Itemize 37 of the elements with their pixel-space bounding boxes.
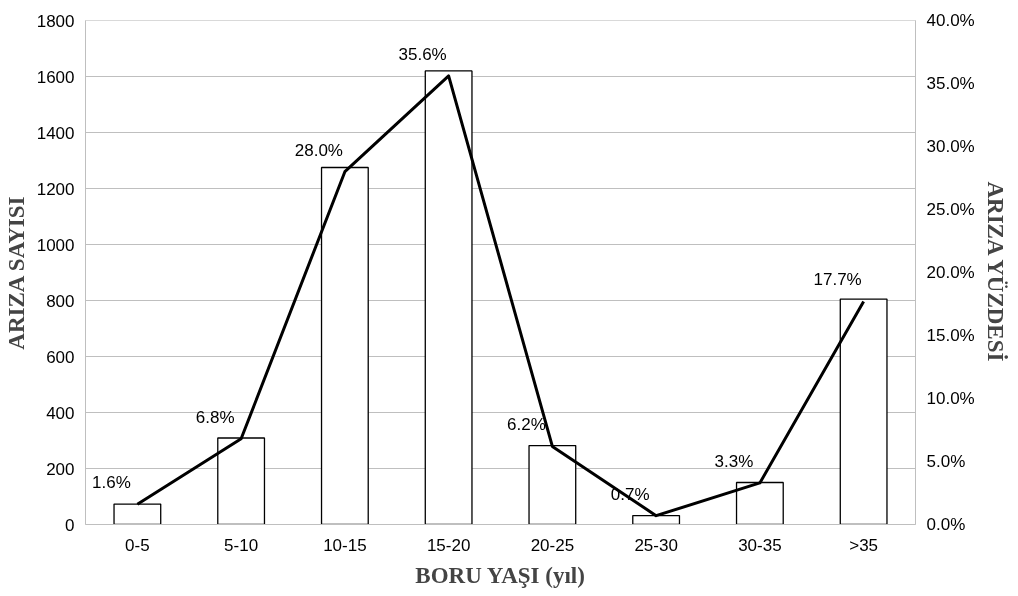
y-tick-label: 0 [65, 515, 75, 535]
x-tick-label: 10-15 [323, 535, 367, 555]
y2-tick-label: 15.0% [926, 326, 975, 345]
y2-tick-label: 0.0% [926, 515, 966, 534]
y2-tick-label: 25.0% [926, 200, 975, 219]
y-tick-label: 800 [46, 291, 75, 311]
y-tick-label: 400 [46, 403, 75, 423]
x-tick-label: 5-10 [224, 535, 259, 555]
y-tick-label: 1600 [36, 67, 75, 87]
x-tick-label: 20-25 [530, 535, 575, 555]
x-tick-label: 0-5 [125, 535, 150, 555]
y2-tick-label: 40.0% [926, 11, 975, 30]
data-label: 3.3% [714, 451, 754, 471]
y2-tick-label: 30.0% [926, 137, 975, 156]
y-tick-label: 1200 [36, 179, 75, 199]
data-label: 35.6% [398, 44, 447, 64]
y-tick-label: 1000 [36, 235, 75, 255]
data-label: 17.7% [813, 270, 862, 290]
data-label: 6.8% [195, 407, 235, 427]
y-tick-label: 1400 [36, 123, 75, 143]
y-tick-label: 1800 [36, 11, 75, 31]
x-tick-label: 30-35 [738, 535, 782, 555]
y2-tick-label: 20.0% [926, 263, 975, 282]
y2-tick-label: 35.0% [926, 74, 975, 93]
data-label: 6.2% [507, 415, 546, 435]
x-tick-label: 25-30 [634, 535, 678, 555]
y2-tick-label: 10.0% [926, 389, 975, 408]
x-tick-label: 15-20 [426, 535, 471, 555]
data-label: 1.6% [92, 473, 131, 493]
y-tick-label: 600 [46, 347, 75, 367]
x-axis-title: BORU YAŞI (yıl) [415, 562, 585, 588]
y2-tick-label: 5.0% [926, 452, 966, 471]
data-label: 28.0% [294, 140, 343, 160]
y2-axis-title: ARIZA YÜZDESİ [982, 181, 1008, 362]
x-tick-label: >35 [849, 535, 879, 555]
y-tick-label: 200 [46, 459, 75, 479]
y-axis-title: ARIZA SAYISI [3, 196, 29, 350]
